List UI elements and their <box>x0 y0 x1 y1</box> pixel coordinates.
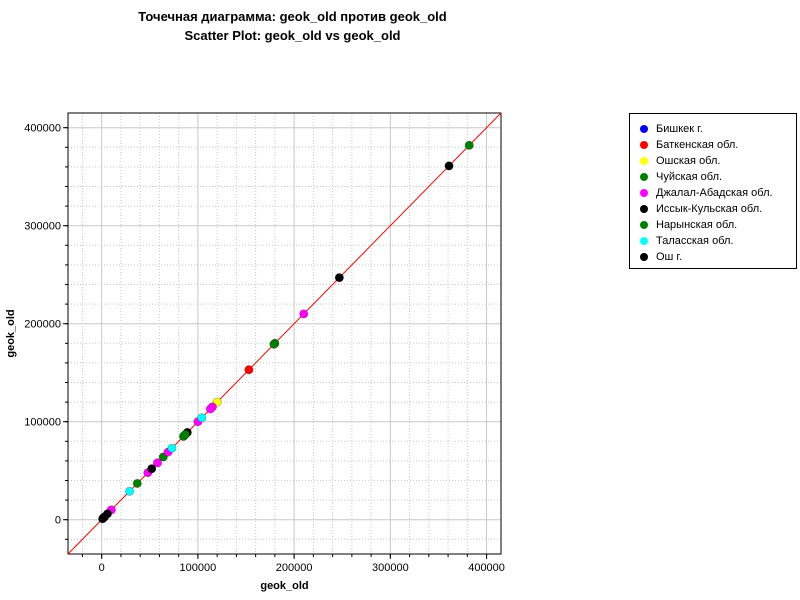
legend-item: Ош г. <box>640 249 682 265</box>
data-point <box>147 464 157 474</box>
data-point <box>167 443 177 453</box>
legend-label: Баткенская обл. <box>656 139 739 151</box>
legend: Бишкек г. Баткенская обл. Ошская обл. Чуйск… <box>629 113 797 269</box>
data-point <box>299 309 309 319</box>
legend-item: Иссык-Кульская обл. <box>640 201 762 217</box>
legend-item: Бишкек г. <box>640 121 703 137</box>
legend-marker-icon <box>640 125 648 133</box>
x-tick-label: 0 <box>99 562 105 574</box>
axis-ticks: 0 100000 200000 300000 400000 0 100000 200000 30… <box>24 123 505 574</box>
data-point <box>197 413 207 423</box>
x-tick-label: 100000 <box>180 562 217 574</box>
legend-marker-icon <box>640 221 648 229</box>
chart-title: Точечная диаграмма: geok_old против geok… <box>138 9 447 24</box>
x-tick-label: 300000 <box>372 562 409 574</box>
y-axis-label: geok_old <box>5 309 17 357</box>
legend-item: Нарынская обл. <box>640 217 737 233</box>
legend-marker-icon <box>640 173 648 181</box>
chart-subtitle: Scatter Plot: geok_old vs geok_old <box>184 28 401 43</box>
reference-line <box>67 112 502 555</box>
data-point <box>205 404 215 414</box>
legend-item: Чуйская обл. <box>640 169 722 185</box>
y-tick-label: 300000 <box>24 221 61 233</box>
data-point <box>125 486 135 496</box>
data-point <box>244 365 254 375</box>
legend-label: Бишкек г. <box>656 123 703 135</box>
legend-item: Баткенская обл. <box>640 137 738 153</box>
legend-item: Джалал-Абадская обл. <box>640 185 773 201</box>
legend-marker-icon <box>640 205 648 213</box>
plot-frame <box>67 112 502 555</box>
legend-label: Ош г. <box>656 251 683 263</box>
data-point <box>98 514 108 524</box>
y-tick-label: 0 <box>55 515 61 527</box>
y-tick-label: 100000 <box>24 417 61 429</box>
legend-marker-icon <box>640 141 648 149</box>
data-point <box>269 339 279 349</box>
legend-marker-icon <box>640 157 648 165</box>
legend-label: Иссык-Кульская обл. <box>656 203 763 215</box>
legend-label: Чуйская обл. <box>656 171 723 183</box>
x-tick-label: 400000 <box>468 562 505 574</box>
data-point <box>334 273 344 283</box>
legend-label: Нарынская обл. <box>656 219 738 231</box>
legend-item: Таласская обл. <box>640 233 733 249</box>
data-points <box>98 140 474 524</box>
data-point <box>180 429 190 439</box>
data-point <box>464 140 474 150</box>
legend-marker-icon <box>640 253 648 261</box>
x-axis-label: geok_old <box>260 580 308 592</box>
legend-label: Ошская обл. <box>656 155 721 167</box>
data-point <box>444 161 454 171</box>
legend-label: Таласская обл. <box>656 235 734 247</box>
grid <box>68 113 501 554</box>
y-tick-label: 400000 <box>24 123 61 135</box>
data-point <box>152 458 162 468</box>
legend-marker-icon <box>640 189 648 197</box>
legend-item: Ошская обл. <box>640 153 720 169</box>
legend-label: Джалал-Абадская обл. <box>656 187 773 199</box>
y-tick-label: 200000 <box>24 319 61 331</box>
x-tick-label: 200000 <box>276 562 313 574</box>
legend-marker-icon <box>640 237 648 245</box>
data-point <box>132 478 142 488</box>
